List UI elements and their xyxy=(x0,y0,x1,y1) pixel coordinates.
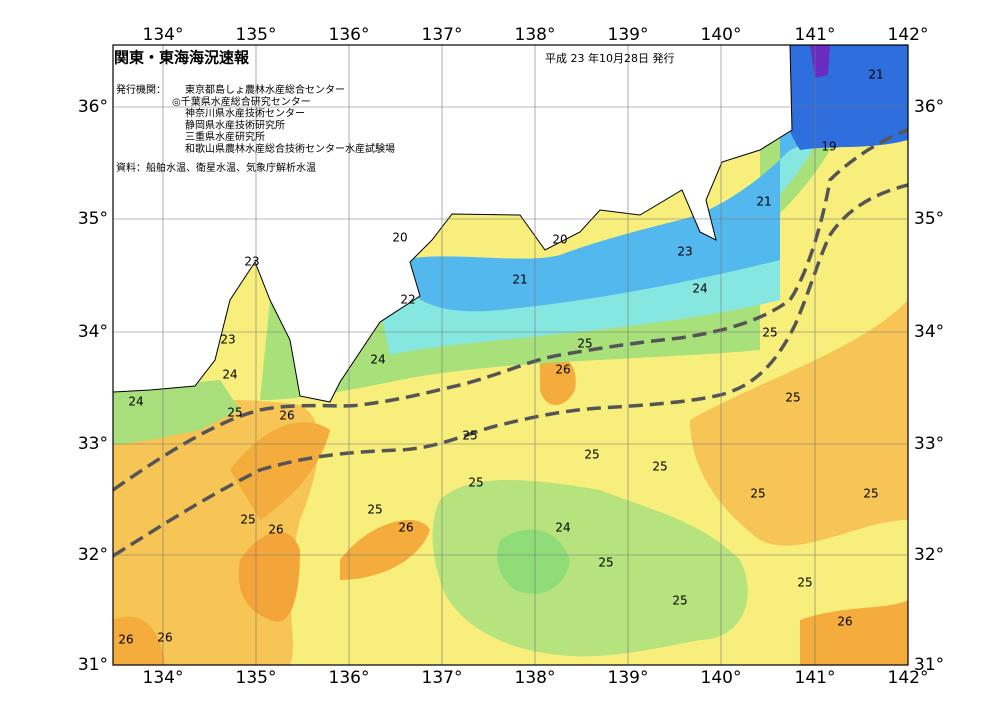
lon-label-bottom: 140° xyxy=(701,668,742,688)
contour-label: 19 xyxy=(821,140,836,154)
agency: 神奈川県水産技術センター xyxy=(185,107,305,120)
lon-label-bottom: 138° xyxy=(515,668,556,688)
agency: 静岡県水産技術研究所 xyxy=(185,118,285,131)
contour-label: 25 xyxy=(577,337,592,351)
lon-label-top: 135° xyxy=(236,25,277,45)
lon-label-bottom: 134° xyxy=(143,668,184,688)
contour-label: 23 xyxy=(244,255,259,269)
lat-label-left: 32° xyxy=(78,545,108,565)
current-axis xyxy=(113,128,908,492)
lon-label-top: 137° xyxy=(422,25,463,45)
map-frame xyxy=(112,44,909,666)
contour-label: 23 xyxy=(677,245,692,259)
lon-label-bottom: 136° xyxy=(329,668,370,688)
contour-label: 26 xyxy=(157,631,172,645)
contour-label: 25 xyxy=(797,576,812,590)
warm-core xyxy=(230,422,330,520)
warm-core xyxy=(238,531,300,622)
warm-core xyxy=(540,356,576,405)
lat-label-right: 32° xyxy=(914,545,944,565)
cool-zone xyxy=(432,480,748,657)
cyan-band xyxy=(380,45,908,355)
graticule xyxy=(113,45,908,665)
lon-label-bottom: 139° xyxy=(608,668,649,688)
lat-label-right: 31° xyxy=(914,655,944,675)
lat-label-left: 31° xyxy=(78,655,108,675)
lon-label-bottom: 141° xyxy=(795,668,836,688)
warm-core xyxy=(113,616,165,665)
contour-label: 21 xyxy=(868,68,883,82)
contour-label: 26 xyxy=(837,615,852,629)
contour-label: 25 xyxy=(598,556,613,570)
contour-label: 24 xyxy=(692,282,707,296)
contour-label: 25 xyxy=(227,406,242,420)
contour-label: 26 xyxy=(279,409,294,423)
contour-label: 25 xyxy=(462,429,477,443)
land xyxy=(113,45,793,403)
contour-label: 20 xyxy=(552,233,567,247)
warm-zone xyxy=(690,300,908,546)
axis-labels: 134° 134° 135° 135° 136° 136° 137° 137° 138° 138°… xyxy=(78,25,944,688)
contour-label: 21 xyxy=(512,273,527,287)
contour-label: 25 xyxy=(584,448,599,462)
issue-date: 平成 23 年10月28日 発行 xyxy=(545,51,674,65)
lon-label-top: 142° xyxy=(888,25,929,45)
warm-core xyxy=(800,600,908,665)
lon-label-top: 139° xyxy=(608,25,649,45)
lon-label-bottom: 135° xyxy=(236,668,277,688)
lat-label-left: 36° xyxy=(78,97,108,117)
lat-label-left: 35° xyxy=(78,209,108,229)
lat-label-right: 33° xyxy=(914,434,944,454)
contour-label: 25 xyxy=(240,513,255,527)
contour-label: 21 xyxy=(756,195,771,209)
lat-label-left: 33° xyxy=(78,434,108,454)
title: 関東・東海海況速報 xyxy=(114,49,250,67)
contour-label: 25 xyxy=(367,503,382,517)
deep-blue xyxy=(770,45,908,150)
contour-labels: 21 19 21 23 24 25 20 21 20 22 23 23 24 24 24 25 26 26 25 25… xyxy=(118,68,883,647)
contour-label: 26 xyxy=(555,363,570,377)
contour-label: 24 xyxy=(555,521,570,535)
agency: ◎千葉県水産総合研究センター xyxy=(172,95,311,108)
data-source: 資料：船舶水温、衛星水温、気象庁解析水温 xyxy=(116,161,316,174)
cool-zone xyxy=(113,380,240,445)
lon-label-bottom: 137° xyxy=(422,668,463,688)
lon-label-top: 141° xyxy=(795,25,836,45)
agency-list: 東京都島しょ農林水産総合センター◎千葉県水産総合研究センター神奈川県水産技術セン… xyxy=(172,83,395,155)
contour-label: 25 xyxy=(652,460,667,474)
contour-label: 25 xyxy=(785,391,800,405)
agency: 東京都島しょ農林水産総合センター xyxy=(185,83,345,96)
contour-label: 25 xyxy=(468,476,483,490)
contour-label: 22 xyxy=(400,293,415,307)
lat-label-right: 35° xyxy=(914,209,944,229)
contour-label: 25 xyxy=(863,487,878,501)
contour-label: 25 xyxy=(762,326,777,340)
contour-label: 26 xyxy=(118,633,133,647)
contour-label: 25 xyxy=(672,594,687,608)
contour-label: 25 xyxy=(750,487,765,501)
lon-label-top: 136° xyxy=(329,25,370,45)
lon-label-bottom: 142° xyxy=(888,668,929,688)
warm-core xyxy=(340,520,430,580)
agency: 和歌山県農林水産総合技術センター水産試験場 xyxy=(185,142,395,155)
agency-label: 発行機関： xyxy=(116,83,166,96)
lon-label-top: 140° xyxy=(701,25,742,45)
cool-core xyxy=(497,529,570,594)
lat-label-right: 34° xyxy=(914,322,944,342)
contour-label: 24 xyxy=(370,353,385,367)
map-body: 21 19 21 23 24 25 20 21 20 22 23 23 24 24 24 25 26 26 25 25… xyxy=(113,45,908,665)
lat-label-right: 36° xyxy=(914,97,944,117)
contour-label: 24 xyxy=(222,368,237,382)
contour-label: 23 xyxy=(220,333,235,347)
contour-label: 24 xyxy=(128,395,143,409)
lat-label-left: 34° xyxy=(78,322,108,342)
contour-label: 20 xyxy=(392,231,407,245)
agency: 三重県水産研究所 xyxy=(185,130,265,143)
lon-label-top: 138° xyxy=(515,25,556,45)
lon-label-top: 134° xyxy=(143,25,184,45)
contour-label: 26 xyxy=(268,523,283,537)
contour-label: 26 xyxy=(398,521,413,535)
